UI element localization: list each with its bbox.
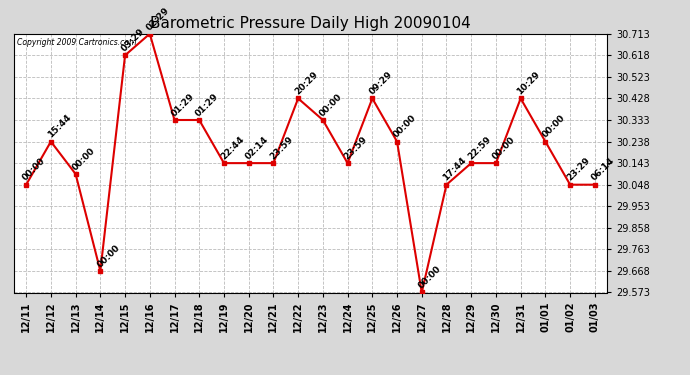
Text: 00:00: 00:00 [317,92,344,118]
Text: 02:14: 02:14 [244,135,270,161]
Text: 00:00: 00:00 [21,157,48,183]
Text: 23:59: 23:59 [268,135,295,161]
Text: 17:44: 17:44 [442,156,469,183]
Text: 00:00: 00:00 [392,114,418,140]
Text: 02:29: 02:29 [145,5,171,32]
Text: 22:59: 22:59 [466,135,493,161]
Text: 00:00: 00:00 [95,243,121,269]
Text: 00:00: 00:00 [491,135,517,161]
Text: 06:14: 06:14 [590,156,616,183]
Text: 23:59: 23:59 [342,135,369,161]
Text: 20:29: 20:29 [293,70,319,97]
Text: 03:29: 03:29 [120,27,146,54]
Text: 01:29: 01:29 [169,92,196,118]
Text: 10:29: 10:29 [515,70,542,97]
Text: 09:29: 09:29 [367,70,394,97]
Text: 22:44: 22:44 [219,135,246,161]
Text: 00:00: 00:00 [540,114,566,140]
Text: 00:00: 00:00 [70,146,97,172]
Text: 15:44: 15:44 [46,113,72,140]
Title: Barometric Pressure Daily High 20090104: Barometric Pressure Daily High 20090104 [150,16,471,31]
Text: Copyright 2009 Cartronics.com: Copyright 2009 Cartronics.com [17,38,136,46]
Text: 23:29: 23:29 [565,156,592,183]
Text: 00:00: 00:00 [417,264,443,291]
Text: 01:29: 01:29 [194,92,221,118]
